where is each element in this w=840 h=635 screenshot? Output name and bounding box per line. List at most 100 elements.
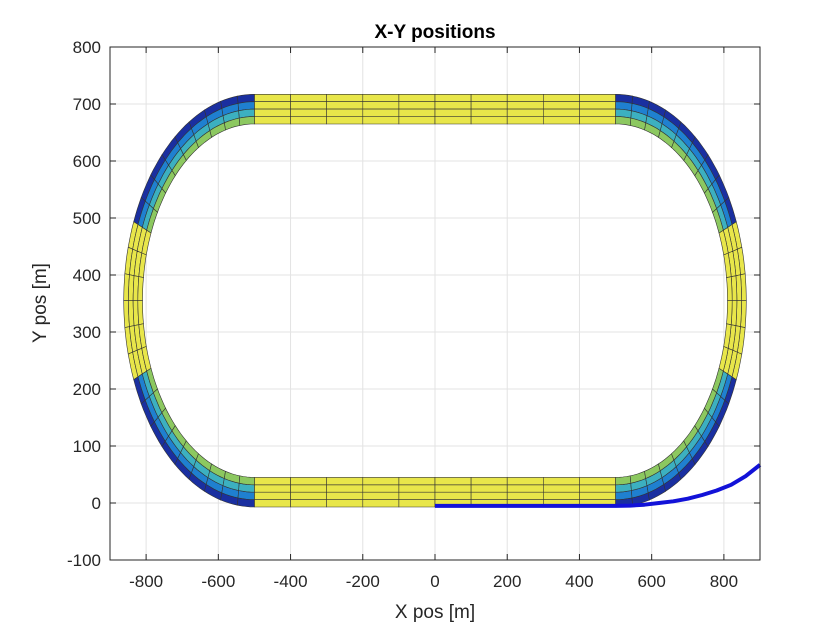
track-straight-top bbox=[470, 116, 508, 125]
track-straight-bottom bbox=[290, 477, 328, 486]
track-straight-bottom bbox=[398, 477, 436, 486]
x-tick-label: 800 bbox=[710, 572, 738, 591]
track-straight-bottom bbox=[326, 499, 364, 508]
track-straight-top bbox=[326, 101, 364, 110]
track-straight-top bbox=[579, 101, 616, 110]
y-tick-label: 800 bbox=[73, 38, 101, 57]
track-curve-segment bbox=[726, 300, 733, 326]
track-curve-segment bbox=[615, 475, 632, 486]
track-straight-bottom bbox=[398, 499, 436, 508]
track-straight-bottom bbox=[542, 491, 580, 500]
track-straight-bottom bbox=[506, 491, 544, 500]
y-axis-label: Y pos [m] bbox=[30, 263, 51, 343]
track-straight-bottom bbox=[290, 491, 328, 500]
track-straight-top bbox=[579, 94, 616, 102]
y-tick-label: 500 bbox=[73, 209, 101, 228]
track-straight-top bbox=[254, 94, 291, 102]
x-tick-label: -800 bbox=[129, 572, 163, 591]
track-straight-bottom bbox=[398, 484, 436, 493]
y-tick-label: 600 bbox=[73, 152, 101, 171]
track-straight-bottom bbox=[434, 484, 472, 493]
x-tick-label: -600 bbox=[201, 572, 235, 591]
track-straight-bottom bbox=[398, 491, 436, 500]
x-axis-label: X pos [m] bbox=[395, 602, 475, 623]
track-straight-bottom bbox=[362, 484, 400, 493]
track-curve-segment bbox=[238, 116, 255, 126]
track-straight-bottom bbox=[326, 491, 364, 500]
track-straight-top bbox=[290, 101, 328, 110]
track-straight-top bbox=[470, 94, 508, 102]
track-straight-top bbox=[362, 116, 400, 125]
track-straight-bottom bbox=[434, 477, 472, 486]
y-tick-label: -100 bbox=[67, 551, 101, 570]
track-straight-top bbox=[506, 94, 544, 102]
y-tick-label: 200 bbox=[73, 380, 101, 399]
track-straight-top bbox=[470, 101, 508, 110]
track-straight-bottom bbox=[506, 484, 544, 493]
track-straight-top bbox=[542, 94, 580, 102]
track-straight-top bbox=[434, 116, 472, 125]
track-straight-bottom bbox=[362, 491, 400, 500]
x-tick-label: -400 bbox=[274, 572, 308, 591]
track-straight-bottom bbox=[254, 499, 291, 508]
track-straight-bottom bbox=[254, 491, 291, 500]
track-straight-top bbox=[326, 94, 364, 102]
track-straight-top bbox=[290, 108, 328, 117]
track-straight-bottom bbox=[542, 477, 580, 486]
chart-title: X-Y positions bbox=[374, 22, 495, 43]
series-line bbox=[435, 463, 762, 508]
track-straight-bottom bbox=[470, 484, 508, 493]
track-straight-top bbox=[362, 94, 400, 102]
track-straight-top bbox=[542, 101, 580, 110]
track-straight-bottom bbox=[542, 484, 580, 493]
track-straight-top bbox=[434, 108, 472, 117]
track-straight-bottom bbox=[579, 484, 616, 493]
x-tick-label: -200 bbox=[346, 572, 380, 591]
track-straight-bottom bbox=[290, 499, 328, 508]
y-tick-label: 0 bbox=[92, 494, 101, 513]
track-straight-top bbox=[398, 94, 436, 102]
track-straight-top bbox=[254, 108, 291, 117]
track-straight-bottom bbox=[579, 491, 616, 500]
track-straight-bottom bbox=[290, 484, 328, 493]
track-straight-top bbox=[398, 108, 436, 117]
track-straight-top bbox=[362, 101, 400, 110]
track-straight-top bbox=[542, 108, 580, 117]
track-straight-top bbox=[254, 116, 291, 125]
track-straight-bottom bbox=[254, 477, 291, 486]
y-tick-label: 300 bbox=[73, 323, 101, 342]
track-straight-bottom bbox=[434, 491, 472, 500]
series-group bbox=[435, 463, 762, 508]
track-curve-segment bbox=[726, 276, 733, 301]
track-straight-bottom bbox=[362, 477, 400, 486]
track-straight-top bbox=[254, 101, 291, 110]
y-tick-label: 700 bbox=[73, 95, 101, 114]
track-straight-top bbox=[290, 94, 328, 102]
x-tick-label: 600 bbox=[637, 572, 665, 591]
track-straight-top bbox=[434, 94, 472, 102]
track-straight-top bbox=[398, 101, 436, 110]
track-curve-segment bbox=[238, 475, 255, 486]
track-curve-segment bbox=[137, 300, 144, 326]
track-straight-top bbox=[434, 101, 472, 110]
track-straight-top bbox=[470, 108, 508, 117]
y-tick-label: 400 bbox=[73, 266, 101, 285]
track-straight-bottom bbox=[362, 499, 400, 508]
track-straight-top bbox=[326, 108, 364, 117]
track-straight-top bbox=[398, 116, 436, 125]
track-straight-top bbox=[506, 116, 544, 125]
track-curve-segment bbox=[137, 276, 144, 302]
track-straight-top bbox=[506, 101, 544, 110]
track-straight-bottom bbox=[326, 484, 364, 493]
track-straight-bottom bbox=[470, 491, 508, 500]
x-tick-label: 0 bbox=[430, 572, 439, 591]
track-straight-top bbox=[542, 116, 580, 125]
y-tick-label: 100 bbox=[73, 437, 101, 456]
track-straight-top bbox=[362, 108, 400, 117]
track-straight-bottom bbox=[470, 477, 508, 486]
x-tick-label: 200 bbox=[493, 572, 521, 591]
track-straight-top bbox=[506, 108, 544, 117]
track-straight-bottom bbox=[506, 477, 544, 486]
